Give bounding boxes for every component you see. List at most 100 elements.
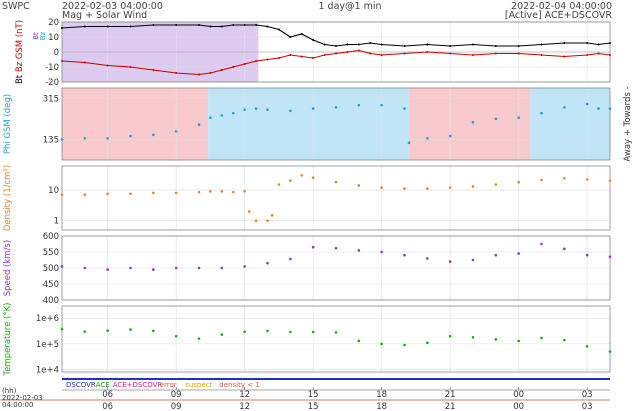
point-density-1: [83, 193, 87, 197]
point-bt-13: [277, 28, 280, 31]
point-bz-8: [220, 69, 223, 71]
point-density-26: [494, 183, 498, 186]
y-axis-label: Phi GSM (deg): [3, 94, 13, 154]
panel-frame: [61, 305, 611, 373]
point-speed-18: [471, 258, 475, 262]
point-bt-0: [61, 27, 63, 29]
point-density-7: [209, 190, 212, 193]
point-temperature-15: [403, 343, 406, 347]
point-speed-2: [106, 268, 109, 271]
point-bz-11: [255, 60, 258, 62]
point-temperature-23: [585, 345, 589, 348]
point-speed-12: [334, 246, 338, 250]
point-bz-0: [61, 60, 63, 62]
source-legend-bar: [62, 378, 610, 380]
time-tick-label-7: 03: [582, 390, 593, 400]
legend-icon-bt: Bt: [32, 32, 40, 40]
point-density-19: [334, 180, 338, 184]
point-temperature-8: [243, 330, 246, 333]
point-speed-15: [403, 253, 406, 257]
ytick-label-0: 1e+4: [36, 366, 59, 376]
ytick-label-0: 1: [54, 217, 59, 227]
source-legend-item-2: ACE+DSCOVR: [113, 381, 163, 389]
point-bt-1: [83, 25, 86, 28]
point-speed-0: [60, 265, 64, 268]
shade-towards-0: [62, 88, 209, 160]
ytick-label-1: 450: [43, 280, 59, 290]
point-phi-22: [471, 120, 475, 124]
time-tick-label-1: 09: [171, 390, 182, 400]
agency-label: SWPC: [2, 1, 30, 12]
point-phi-15: [334, 106, 338, 109]
ytick-label-0: 400: [43, 296, 59, 306]
point-phi-4: [152, 133, 155, 137]
point-temperature-19: [494, 338, 498, 341]
point-bt-32: [597, 43, 600, 46]
point-phi-19: [407, 141, 411, 145]
point-phi-1: [83, 136, 87, 140]
point-phi-2: [106, 136, 109, 140]
point-speed-6: [197, 266, 201, 270]
shade-towards-2: [409, 88, 531, 160]
point-speed-1: [83, 266, 87, 270]
time-tick-label-0: 06: [102, 390, 113, 400]
point-temperature-6: [197, 337, 201, 340]
point-phi-26: [563, 106, 566, 109]
point-density-18: [311, 176, 315, 180]
source-legend-item-4: suspect: [185, 381, 212, 389]
point-density-12: [254, 219, 258, 223]
point-temperature-2: [106, 329, 109, 332]
point-temperature-24: [608, 350, 612, 353]
point-bz-33: [609, 54, 611, 56]
point-bt-25: [449, 45, 452, 47]
point-phi-7: [209, 116, 212, 120]
source-legend-item-0: DSCOVR: [66, 381, 96, 389]
y-axis-label: Speed (km/s): [3, 240, 13, 296]
panel-5: 1e+4 1e+5 1e+6 Temperature (°K): [3, 302, 612, 377]
point-bt-29: [540, 43, 543, 46]
point-bz-5: [175, 72, 178, 74]
point-density-5: [174, 191, 178, 195]
point-phi-24: [517, 116, 520, 120]
point-density-14: [270, 214, 274, 217]
point-bz-12: [266, 58, 269, 61]
point-temperature-14: [380, 342, 383, 346]
point-bz-1: [83, 61, 86, 64]
series-bz-line: [61, 49, 611, 76]
time-tick-label-repeat-5: 21: [445, 402, 456, 411]
point-bz-13: [277, 57, 280, 59]
shade-away-3: [530, 88, 610, 160]
ytick-label-1: 1e+5: [36, 340, 59, 350]
point-temperature-4: [152, 329, 155, 333]
point-temperature-10: [289, 330, 292, 334]
point-bz-20: [357, 49, 360, 52]
point-temperature-9: [266, 329, 269, 333]
point-speed-8: [243, 265, 246, 268]
point-bt-4: [152, 24, 155, 26]
point-speed-17: [448, 260, 452, 263]
point-temperature-22: [563, 338, 566, 342]
point-density-11: [247, 210, 251, 213]
time-tick-label-5: 21: [445, 390, 456, 400]
point-speed-5: [174, 266, 178, 270]
y-label-bt: Bt: [15, 72, 25, 84]
point-phi-6: [197, 123, 201, 126]
panel-2: 135 315 Phi GSM (deg) Away + Towards -: [3, 86, 633, 161]
point-speed-11: [311, 245, 315, 249]
point-phi-20: [426, 136, 429, 140]
panel-frame: [61, 87, 611, 161]
time-tick-label-repeat-0: 06: [102, 402, 113, 411]
y-axis-label: Temperature (°K): [3, 302, 13, 376]
point-density-13: [266, 219, 269, 223]
point-bt-15: [300, 33, 303, 35]
time-axis: (hh) 2022-02-03 04:00:00 06 06 09 09 12 12 15 1…: [0, 387, 610, 411]
ytick-label-4: 600: [43, 232, 59, 242]
source-legend-item-5: density < 1: [219, 381, 259, 389]
ytick-label-0: 135: [43, 135, 59, 145]
point-density-22: [403, 187, 406, 190]
date-label: 2022-02-03: [2, 394, 43, 402]
time-span: 1 day@1 min: [318, 1, 381, 12]
point-bz-29: [540, 54, 543, 56]
time-tick-label-repeat-4: 18: [376, 402, 387, 411]
